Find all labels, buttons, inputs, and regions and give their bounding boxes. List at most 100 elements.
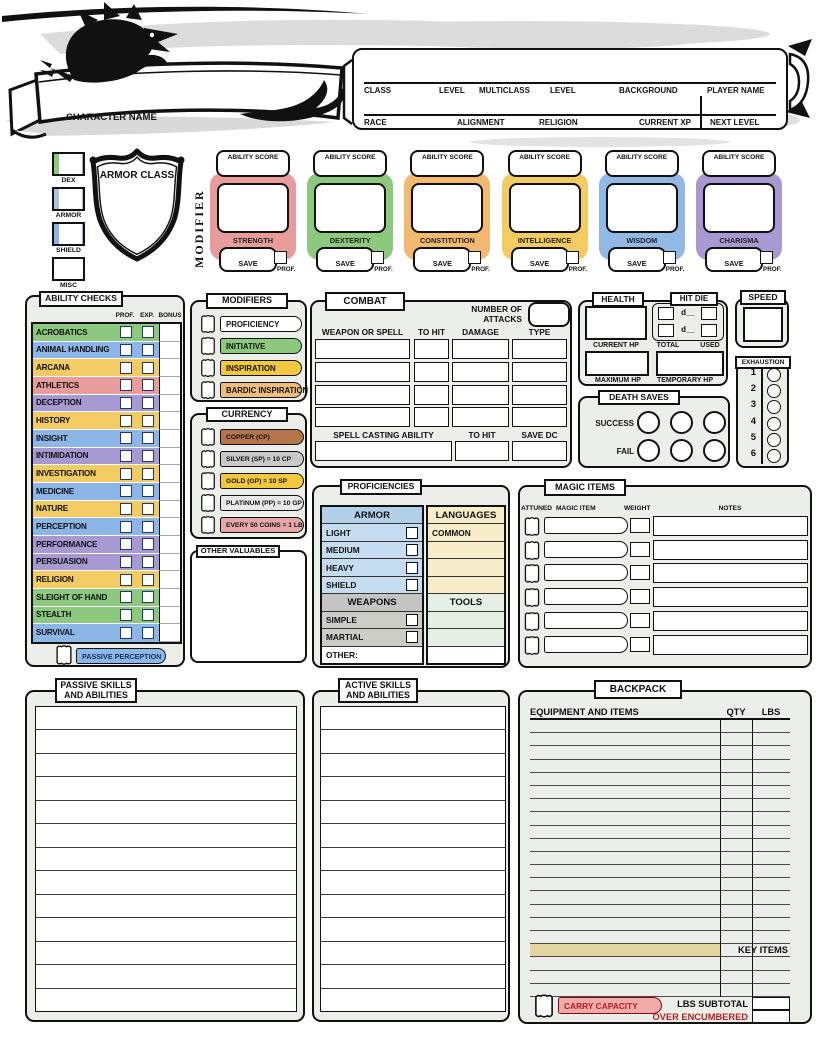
language-row-3[interactable]: [428, 559, 504, 577]
prof-checkbox[interactable]: [120, 608, 133, 621]
exp-checkbox[interactable]: [141, 379, 154, 392]
weight-field[interactable]: [630, 565, 650, 581]
exp-checkbox[interactable]: [141, 626, 154, 639]
scroll-icon[interactable]: [198, 449, 218, 469]
weight-field[interactable]: [630, 589, 650, 605]
attuned-scroll-checkbox[interactable]: [522, 587, 542, 608]
prof-checkbox[interactable]: [120, 573, 133, 586]
save-box[interactable]: [413, 247, 472, 272]
combat-row-4-type-field[interactable]: [512, 407, 567, 427]
scroll-icon[interactable]: [198, 314, 218, 334]
save-box[interactable]: [316, 247, 375, 272]
backpack-item-row[interactable]: [530, 799, 790, 813]
magic-item-field[interactable]: [544, 540, 628, 558]
ability-modifier-box[interactable]: [411, 183, 484, 233]
combat-row-2-to-hit-field[interactable]: [414, 362, 449, 382]
passive-line-4[interactable]: [36, 777, 296, 801]
exhaustion-circle-3[interactable]: [767, 400, 781, 415]
save-prof-checkbox[interactable]: [662, 251, 676, 264]
exp-checkbox[interactable]: [141, 467, 154, 480]
backpack-item-row[interactable]: [530, 720, 790, 734]
other-valuables-box[interactable]: OTHER VALUABLES: [190, 545, 307, 663]
hit-die-d2[interactable]: d__: [681, 325, 695, 334]
ability-modifier-box[interactable]: [703, 183, 775, 233]
backpack-item-row[interactable]: [530, 786, 790, 800]
combat-row-1-type-field[interactable]: [512, 339, 567, 359]
temporary-hp-field[interactable]: [656, 351, 724, 376]
active-line-8[interactable]: [321, 871, 505, 895]
backpack-item-row[interactable]: [530, 905, 790, 918]
death-save-success-3[interactable]: [703, 411, 726, 434]
spell-save-dc-field[interactable]: [512, 441, 567, 461]
bonus-cell[interactable]: [158, 553, 180, 572]
scroll-icon[interactable]: [198, 336, 218, 356]
bonus-cell[interactable]: [158, 394, 180, 413]
hit-die-used-2[interactable]: [701, 324, 717, 337]
combat-row-3-type-field[interactable]: [512, 385, 567, 405]
prof-checkbox[interactable]: [120, 361, 133, 374]
death-save-success-2[interactable]: [670, 411, 693, 434]
death-save-fail-2[interactable]: [670, 439, 693, 462]
exp-checkbox[interactable]: [141, 555, 154, 568]
notes-field[interactable]: [653, 563, 808, 584]
exhaustion-circle-5[interactable]: [767, 432, 781, 447]
maximum-hp-field[interactable]: [585, 351, 649, 376]
active-line-12[interactable]: [321, 965, 505, 989]
exp-checkbox[interactable]: [141, 326, 154, 339]
prof-row-other[interactable]: OTHER:: [322, 646, 422, 663]
speed-field[interactable]: [743, 307, 783, 342]
backpack-item-row[interactable]: [530, 760, 790, 773]
ac-box-misc[interactable]: [52, 257, 85, 281]
ac-box-dex[interactable]: [52, 152, 85, 176]
backpack-item-row[interactable]: [530, 878, 790, 892]
bonus-cell[interactable]: [158, 606, 180, 625]
scroll-icon[interactable]: [53, 644, 75, 666]
scroll-icon[interactable]: [198, 493, 218, 513]
hit-die-total-2[interactable]: [658, 324, 674, 337]
bonus-cell[interactable]: [158, 447, 180, 466]
passive-skills-lines[interactable]: [35, 706, 297, 1012]
save-box[interactable]: [607, 247, 666, 272]
active-line-13[interactable]: [321, 989, 505, 1011]
shield-checkbox[interactable]: [406, 578, 418, 591]
language-row-1[interactable]: COMMON: [428, 524, 504, 542]
save-prof-checkbox[interactable]: [274, 251, 287, 264]
prof-checkbox[interactable]: [120, 432, 133, 445]
backpack-item-row[interactable]: [530, 984, 790, 997]
bonus-cell[interactable]: [158, 588, 180, 607]
exhaustion-circle-6[interactable]: [767, 449, 781, 463]
ability-modifier-box[interactable]: [605, 183, 678, 233]
prof-checkbox[interactable]: [120, 626, 133, 639]
backpack-item-row[interactable]: [530, 826, 790, 839]
passive-line-5[interactable]: [36, 801, 296, 825]
ability-score-box[interactable]: [507, 150, 582, 177]
prof-checkbox[interactable]: [120, 343, 133, 356]
exp-checkbox[interactable]: [141, 485, 154, 498]
prof-checkbox[interactable]: [120, 379, 133, 392]
prof-checkbox[interactable]: [120, 467, 133, 480]
passive-perception-pill[interactable]: PASSIVE PERCEPTION: [76, 648, 166, 664]
heavy-checkbox[interactable]: [406, 561, 418, 574]
ability-score-box[interactable]: [604, 150, 679, 177]
backpack-item-row[interactable]: [530, 931, 790, 945]
info-line-2[interactable]: [364, 114, 776, 116]
combat-row-2-type-field[interactable]: [512, 362, 567, 382]
bonus-cell[interactable]: [158, 465, 180, 483]
key-items-row[interactable]: KEY ITEMS: [530, 944, 790, 958]
ability-modifier-box[interactable]: [508, 183, 581, 233]
save-prof-checkbox[interactable]: [565, 251, 579, 264]
backpack-item-row[interactable]: [530, 839, 790, 852]
passive-line-2[interactable]: [36, 730, 296, 754]
carry-capacity-pill[interactable]: CARRY CAPACITY: [558, 997, 662, 1014]
bonus-cell[interactable]: [158, 518, 180, 536]
notes-field[interactable]: [653, 634, 808, 655]
bonus-cell[interactable]: [158, 376, 180, 395]
bonus-cell[interactable]: [158, 482, 180, 501]
prof-checkbox[interactable]: [120, 538, 133, 551]
passive-line-3[interactable]: [36, 754, 296, 778]
backpack-item-row[interactable]: [530, 746, 790, 760]
prof-checkbox[interactable]: [120, 396, 133, 409]
notes-field[interactable]: [653, 539, 808, 560]
scroll-icon[interactable]: [198, 515, 218, 535]
bonus-cell[interactable]: [158, 535, 180, 554]
